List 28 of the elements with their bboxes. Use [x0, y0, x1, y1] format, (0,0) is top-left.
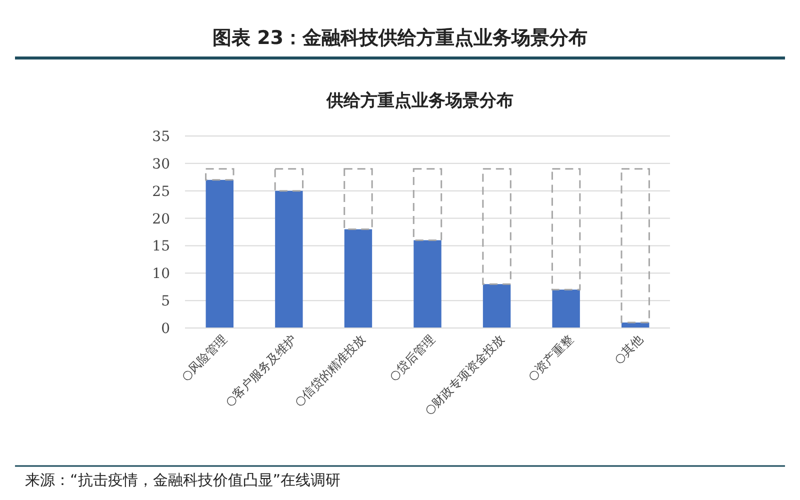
- bar: [275, 190, 303, 328]
- chart-subtitle: 供给方重点业务场景分布: [326, 91, 514, 111]
- bar: [482, 284, 511, 328]
- x-tick-label: ○风险管理: [178, 332, 230, 384]
- bar: [414, 240, 442, 328]
- bar: [205, 168, 234, 181]
- bar: [206, 180, 234, 328]
- bar: [552, 290, 580, 328]
- y-tick-label: 5: [161, 294, 170, 310]
- y-tick-label: 20: [152, 211, 170, 228]
- x-tick-label: ○贷后管理: [386, 332, 438, 384]
- y-tick-label: 15: [152, 238, 170, 255]
- y-tick-label: 0: [161, 321, 170, 337]
- x-tick-label: ○其他: [611, 332, 646, 367]
- bar: [620, 168, 650, 324]
- bar: [344, 168, 373, 230]
- bar: [551, 168, 581, 290]
- bar: [412, 168, 442, 241]
- bar: [344, 229, 372, 328]
- y-tick-label: 10: [152, 266, 170, 282]
- bar: [274, 168, 304, 192]
- chart-title: 图表 23：金融科技供给方重点业务场景分布: [212, 27, 588, 49]
- bar: [482, 168, 512, 285]
- x-tick-label: ○资产重整: [524, 332, 576, 384]
- y-tick-label: 30: [152, 156, 170, 172]
- y-tick-label: 35: [152, 129, 170, 145]
- source-note: 来源：“抗击疫情，金融科技价值凸显”在线调研: [25, 471, 341, 489]
- y-tick-label: 25: [152, 184, 170, 200]
